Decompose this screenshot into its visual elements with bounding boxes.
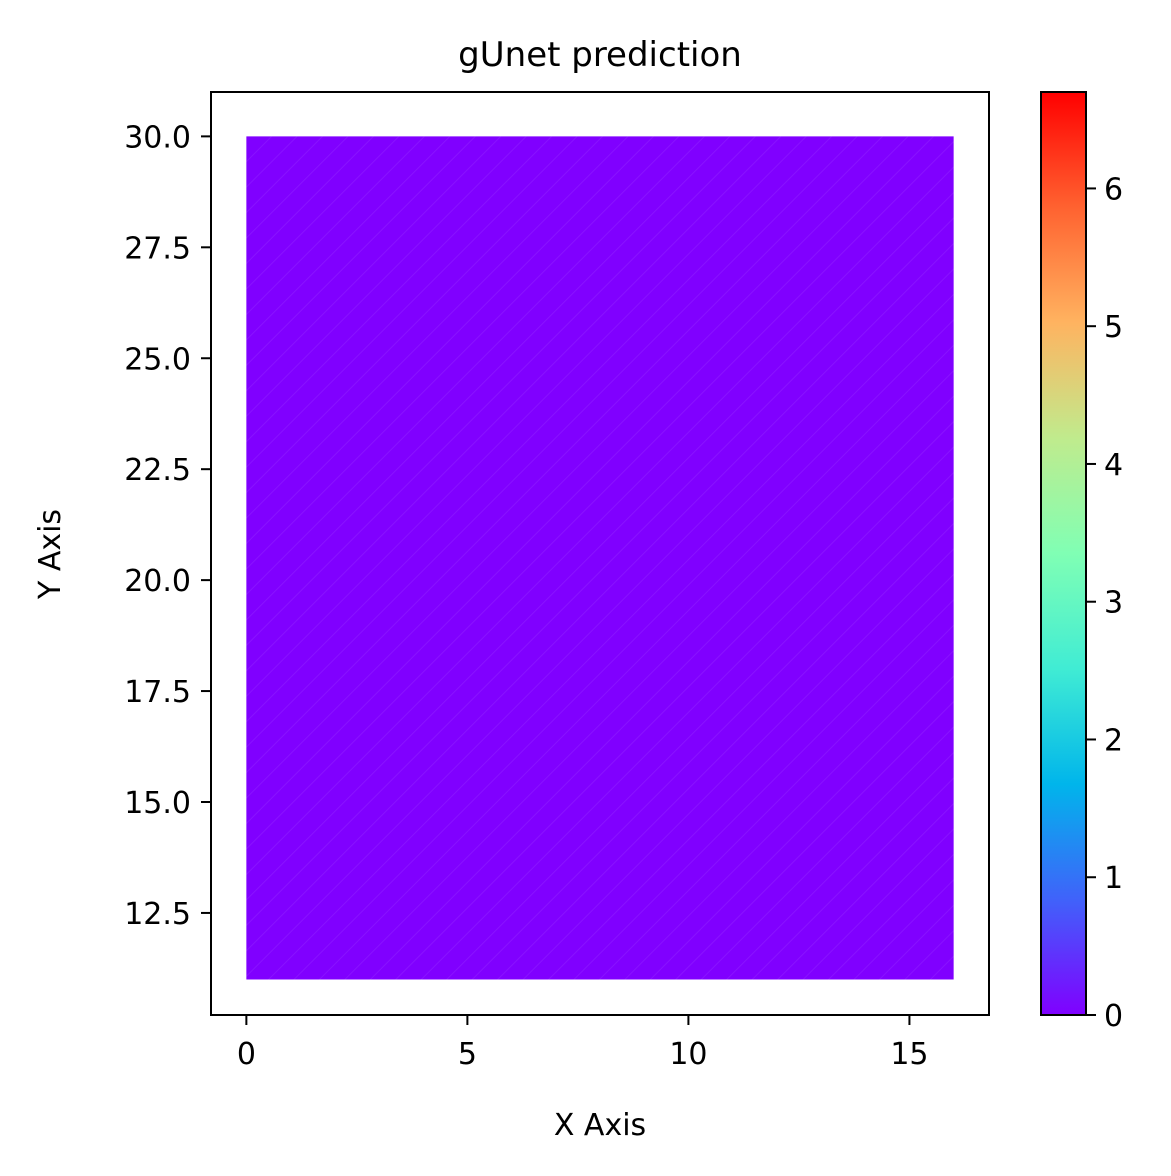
- colorbar-tick-label: 1: [1104, 861, 1123, 896]
- y-tick-label: 25.0: [124, 342, 191, 377]
- colorbar-tick-label: 6: [1104, 172, 1123, 207]
- y-tick-label: 12.5: [124, 897, 191, 932]
- colorbar: [1041, 92, 1086, 1015]
- colorbar-tick-label: 0: [1104, 999, 1123, 1034]
- x-tick-label: 0: [237, 1037, 256, 1072]
- heatmap-texture: [246, 136, 954, 980]
- colorbar-ticks: 0 1 2 3 4 5 6: [1086, 172, 1123, 1034]
- x-tick-label: 5: [458, 1037, 477, 1072]
- colorbar-tick-label: 3: [1104, 586, 1123, 621]
- colorbar-tick-label: 5: [1104, 310, 1123, 345]
- colorbar-frame: [1040, 91, 1087, 1016]
- colorbar-tick-label: 4: [1104, 448, 1123, 483]
- x-axis-ticks: 0 5 10 15: [237, 1015, 929, 1072]
- y-tick-label: 20.0: [124, 564, 191, 599]
- y-axis-ticks: 12.5 15.0 17.5 20.0 22.5 25.0 27.5 30.0: [124, 120, 211, 932]
- colorbar-tick-label: 2: [1104, 723, 1123, 758]
- y-tick-label: 17.5: [124, 675, 191, 710]
- heatmap-field: [246, 136, 954, 980]
- y-axis-label: Y Axis: [33, 509, 68, 600]
- y-tick-label: 27.5: [124, 231, 191, 266]
- y-tick-label: 30.0: [124, 120, 191, 155]
- y-tick-label: 22.5: [124, 453, 191, 488]
- y-tick-label: 15.0: [124, 786, 191, 821]
- x-axis-label: X Axis: [554, 1108, 646, 1143]
- chart-title: gUnet prediction: [458, 35, 742, 75]
- plot-frame: [210, 91, 990, 1016]
- x-tick-label: 10: [669, 1037, 707, 1072]
- x-tick-label: 15: [890, 1037, 928, 1072]
